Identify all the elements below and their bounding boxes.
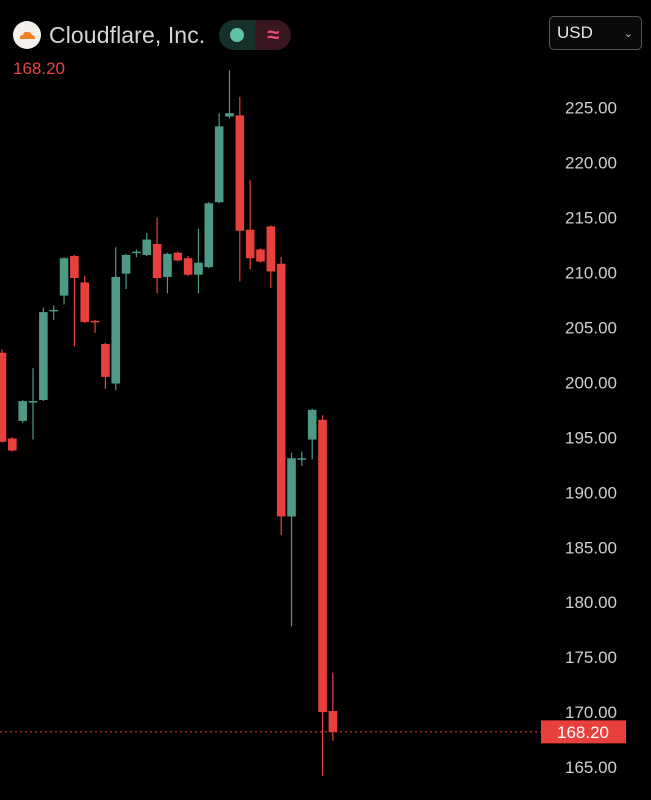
current-price: 168.20	[13, 59, 65, 78]
candle-13[interactable]	[121, 253, 131, 290]
candle-body	[59, 258, 69, 296]
candle-body	[183, 258, 193, 275]
candle-8[interactable]	[70, 254, 79, 347]
last-price-label: 168.20	[557, 723, 609, 742]
company-name: Cloudflare, Inc.	[49, 21, 206, 48]
candle-26[interactable]	[256, 248, 265, 263]
y-axis-tick: 225.00	[565, 99, 617, 118]
y-axis-tick: 170.00	[565, 703, 617, 722]
candle-body	[80, 282, 90, 322]
candle-body	[225, 113, 234, 117]
candle-body	[287, 458, 296, 517]
candle-18[interactable]	[173, 251, 183, 262]
candle-1[interactable]	[0, 349, 7, 443]
y-axis-tick: 190.00	[565, 483, 617, 502]
candle-23[interactable]	[225, 70, 234, 119]
candle-body	[256, 249, 265, 262]
candle-body	[307, 409, 317, 440]
candle-body	[0, 352, 7, 442]
candle-24[interactable]	[235, 96, 245, 282]
candle-2[interactable]	[8, 437, 17, 452]
header: Cloudflare, Inc. ≈	[13, 18, 292, 52]
candle-30[interactable]	[297, 451, 307, 466]
y-axis-tick: 210.00	[565, 264, 617, 283]
candle-10[interactable]	[90, 319, 100, 333]
candle-body	[245, 229, 255, 259]
currency-select[interactable]: USD ⌄	[549, 16, 642, 50]
candle-20[interactable]	[194, 228, 203, 294]
candle-body	[152, 243, 162, 279]
candle-body	[111, 276, 121, 384]
candle-32[interactable]	[318, 415, 327, 776]
y-axis-tick: 195.00	[565, 428, 617, 447]
candle-body	[297, 458, 307, 460]
candle-14[interactable]	[132, 249, 141, 258]
candle-25[interactable]	[245, 180, 255, 270]
y-axis-tick: 175.00	[565, 648, 617, 667]
candle-6[interactable]	[49, 305, 58, 320]
candle-33[interactable]	[328, 672, 338, 741]
candle-5[interactable]	[39, 307, 48, 402]
candle-body	[18, 401, 27, 421]
y-axis-tick: 215.00	[565, 209, 617, 228]
candle-body	[173, 252, 183, 261]
candle-21[interactable]	[204, 202, 214, 269]
candle-4[interactable]	[28, 368, 38, 440]
candle-body	[8, 438, 17, 451]
dot-icon[interactable]	[219, 20, 256, 50]
candle-15[interactable]	[142, 232, 152, 257]
candle-body	[142, 239, 152, 255]
candle-9[interactable]	[80, 275, 90, 324]
candle-body	[194, 262, 203, 275]
candle-body	[163, 253, 172, 277]
candle-body	[70, 256, 79, 279]
candle-17[interactable]	[163, 252, 172, 294]
candle-12[interactable]	[111, 247, 121, 391]
candle-19[interactable]	[183, 256, 193, 276]
wave-icon[interactable]: ≈	[255, 20, 292, 50]
candle-body	[318, 419, 327, 713]
currency-value: USD	[557, 23, 593, 42]
y-axis-tick: 185.00	[565, 538, 617, 557]
candle-body	[90, 320, 100, 323]
candle-body	[276, 263, 286, 517]
y-axis-tick: 205.00	[565, 318, 617, 337]
candle-body	[214, 126, 224, 203]
candle-body	[28, 401, 38, 403]
candle-16[interactable]	[152, 217, 162, 294]
last-price-badge	[541, 720, 626, 744]
candle-body	[132, 251, 141, 254]
candle-7[interactable]	[59, 257, 69, 305]
candle-body	[204, 203, 214, 268]
candle-29[interactable]	[287, 452, 296, 627]
chevron-down-icon: ⌄	[623, 27, 633, 40]
y-axis-tick: 165.00	[565, 758, 617, 777]
candle-28[interactable]	[276, 257, 286, 536]
candle-body	[235, 115, 245, 231]
candle-31[interactable]	[307, 408, 317, 460]
cloudflare-logo	[13, 21, 41, 49]
candle-body	[328, 710, 338, 732]
candle-11[interactable]	[101, 342, 110, 390]
y-axis-tick: 200.00	[565, 373, 617, 392]
candle-27[interactable]	[266, 225, 276, 288]
candle-22[interactable]	[214, 113, 224, 204]
candle-body	[121, 254, 131, 274]
chart-mode-toggle[interactable]: ≈	[219, 20, 292, 50]
candle-3[interactable]	[18, 400, 27, 424]
candle-body	[266, 226, 276, 272]
candle-body	[101, 343, 110, 377]
candle-body	[49, 309, 58, 312]
candle-body	[39, 312, 48, 400]
y-axis-tick: 180.00	[565, 593, 617, 612]
y-axis-tick: 220.00	[565, 154, 617, 173]
